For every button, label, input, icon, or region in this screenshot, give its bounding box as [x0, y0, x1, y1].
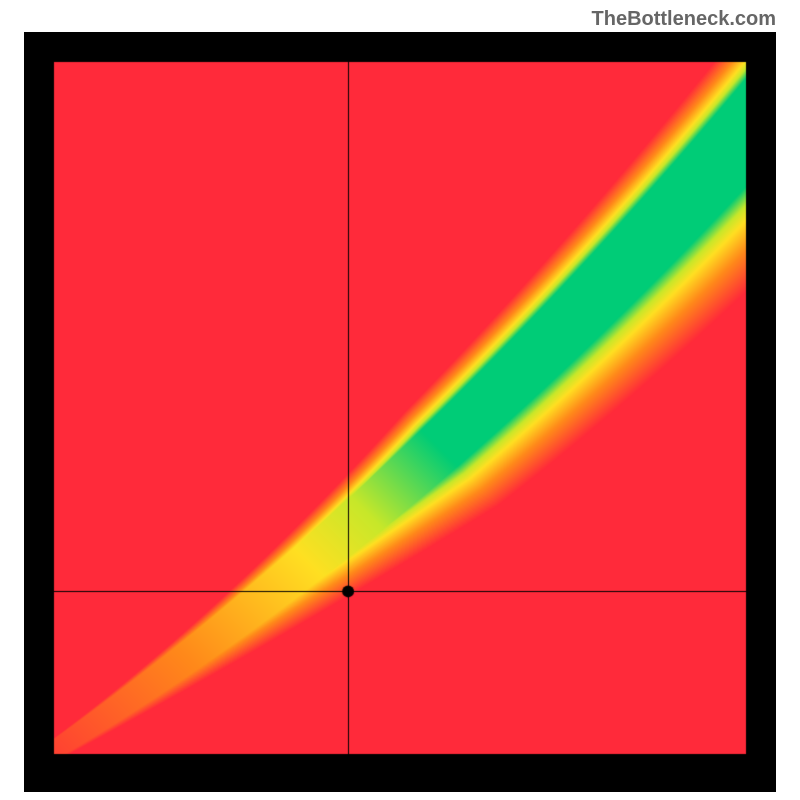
chart-frame [24, 32, 776, 792]
chart-container: TheBottleneck.com [0, 0, 800, 800]
bottleneck-heatmap [24, 32, 776, 792]
attribution-label: TheBottleneck.com [592, 8, 776, 31]
